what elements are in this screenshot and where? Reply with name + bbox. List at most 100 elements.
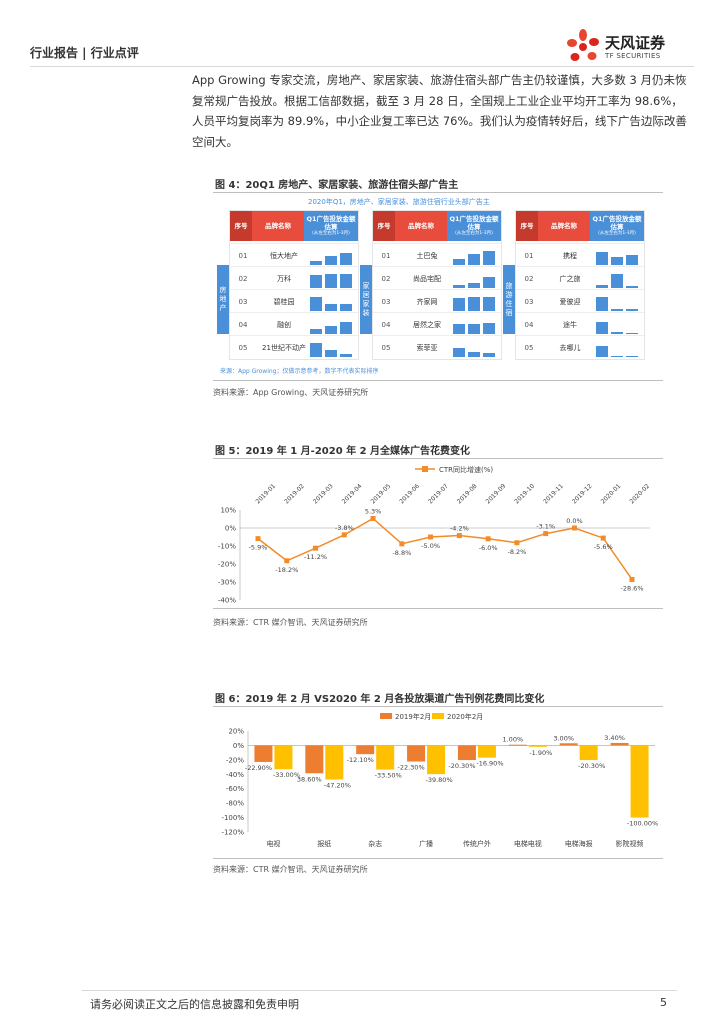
bar-value-label: -33.50%	[375, 772, 402, 780]
figure4-source: 资料来源：App Growing、天风证券研究所	[213, 388, 369, 397]
row-number: 01	[238, 252, 248, 260]
table-row: 01 携程	[516, 243, 644, 268]
figure4-subtitle: 2020年Q1，房地产、家居家装、旅游住宿行业头部广告主	[308, 198, 490, 206]
brand-name: 恒大地产	[270, 251, 298, 260]
bar	[630, 745, 649, 818]
x-tick-label: 2020-02	[628, 483, 651, 506]
bar-value-label: -33.00%	[273, 771, 300, 779]
data-point	[284, 558, 290, 564]
table-row: 02 万科	[230, 266, 358, 291]
y-tick-label: 0%	[233, 742, 244, 750]
legend-swatch	[380, 713, 392, 719]
q1-spend-bar	[340, 253, 352, 265]
row-number: 02	[381, 275, 391, 283]
table-row: 05 索菲亚	[373, 335, 501, 360]
data-point	[543, 531, 549, 537]
data-point	[341, 532, 347, 538]
legend-label: CTR同比增速(%)	[439, 465, 493, 474]
category-tag: 旅游住宿	[503, 265, 515, 334]
brand-name: 爱彼迎	[559, 297, 581, 306]
table-header-q1: Q1广告投放金额估算 (从左至右为1-3月)	[447, 211, 501, 241]
data-label: -4.2%	[450, 525, 469, 533]
table-row: 02 广之旅	[516, 266, 644, 291]
bar	[274, 745, 293, 770]
table-header: 序号 品牌名称 Q1广告投放金额估算 (从左至右为1-3月)	[230, 211, 358, 241]
figure5-title-rule	[213, 458, 663, 459]
bar	[579, 745, 598, 761]
data-point	[456, 533, 462, 539]
bar	[508, 744, 527, 746]
q1-spend-bar	[468, 254, 480, 265]
x-tick-label: 2019-03	[312, 483, 335, 506]
report-category: 行业报告 | 行业点评	[30, 46, 139, 60]
figure5-bottom-rule	[213, 608, 663, 609]
q1-spend-bar	[340, 274, 352, 288]
table-header-q1-label: Q1广告投放金额估算	[449, 215, 499, 231]
data-label: -8.2%	[507, 548, 526, 556]
figure4-bottom-rule	[213, 380, 663, 381]
data-label: -8.8%	[392, 549, 411, 557]
table-header: 序号 品牌名称 Q1广告投放金额估算 (从左至右为1-3月)	[516, 211, 644, 241]
data-point	[399, 541, 405, 547]
q1-spend-bar	[596, 285, 608, 288]
brand-table: 序号 品牌名称 Q1广告投放金额估算 (从左至右为1-3月) 01 恒大地产 02 万科 03 碧…	[229, 210, 359, 360]
row-number: 05	[238, 344, 248, 352]
bar-value-label: -20.30%	[448, 762, 475, 770]
y-tick-label: -10%	[218, 543, 236, 551]
bar-value-label: -20.30%	[578, 762, 605, 770]
bar-value-label: -47.20%	[324, 781, 351, 789]
figure5-source: 资料来源：CTR 媒介智讯、天风证券研究所	[213, 618, 368, 627]
figure5-title: 图 5：2019 年 1 月-2020 年 2 月全媒体广告花费变化	[215, 446, 471, 457]
q1-spend-bar	[325, 304, 337, 311]
row-number: 05	[381, 344, 391, 352]
figure6-bottom-rule	[213, 858, 663, 859]
figure4-tables: 序号 品牌名称 Q1广告投放金额估算 (从左至右为1-3月) 01 恒大地产 02 万科 03 碧…	[215, 210, 660, 365]
q1-spend-bar	[340, 354, 352, 357]
q1-spend-bar	[483, 251, 495, 265]
x-tick-label: 2019-10	[513, 483, 536, 506]
brand-name: 去哪儿	[559, 343, 581, 352]
row-number: 04	[381, 321, 391, 329]
category-label: 电梯电视	[514, 839, 542, 848]
q1-spend-bar	[340, 304, 352, 311]
data-label: -5.9%	[249, 544, 268, 552]
x-tick-label: 2019-07	[427, 483, 450, 506]
data-label: -28.6%	[621, 584, 644, 592]
q1-spend-bar	[453, 324, 465, 334]
table-header-no: 序号	[373, 211, 395, 241]
q1-spend-bar	[611, 274, 623, 288]
y-tick-label: -40%	[226, 771, 244, 779]
row-number: 01	[381, 252, 391, 260]
q1-spend-bar	[325, 274, 337, 288]
brand-name: 21世纪不动产	[262, 343, 306, 352]
table-header-q1-sub: (从左至右为1-3月)	[455, 231, 493, 236]
brand-name: 居然之家	[413, 320, 441, 329]
bar-value-label: -22.90%	[245, 764, 272, 772]
legend-label: 2020年2月	[447, 712, 483, 721]
x-tick-label: 2019-12	[571, 483, 594, 506]
q1-spend-bar	[468, 283, 480, 288]
row-number: 03	[524, 298, 534, 306]
row-number: 03	[238, 298, 248, 306]
y-tick-label: -120%	[221, 829, 244, 837]
figure4-note: 来源：App Growing；仅做示意参考，数字不代表实际排序	[220, 368, 379, 375]
table-row: 04 途牛	[516, 312, 644, 337]
table-header: 序号 品牌名称 Q1广告投放金额估算 (从左至右为1-3月)	[373, 211, 501, 241]
table-row: 05 去哪儿	[516, 335, 644, 360]
table-header-name: 品牌名称	[265, 222, 291, 230]
brand-name: 齐家网	[416, 297, 438, 306]
table-row: 04 融创	[230, 312, 358, 337]
q1-spend-bar	[596, 322, 608, 334]
table-header-q1-sub: (从左至右为1-3月)	[598, 231, 636, 236]
bar	[407, 745, 426, 762]
logo-flower-icon	[567, 29, 599, 61]
bar-value-label: -1.90%	[529, 749, 552, 757]
bar-value-label: 3.00%	[553, 734, 574, 742]
figure4-title-rule	[213, 192, 663, 193]
y-tick-label: -20%	[218, 561, 236, 569]
y-tick-label: -40%	[218, 597, 236, 605]
y-tick-label: 0%	[225, 525, 236, 533]
category-label: 传统户外	[463, 839, 491, 848]
table-header-name: 品牌名称	[551, 222, 577, 230]
row-number: 01	[524, 252, 534, 260]
